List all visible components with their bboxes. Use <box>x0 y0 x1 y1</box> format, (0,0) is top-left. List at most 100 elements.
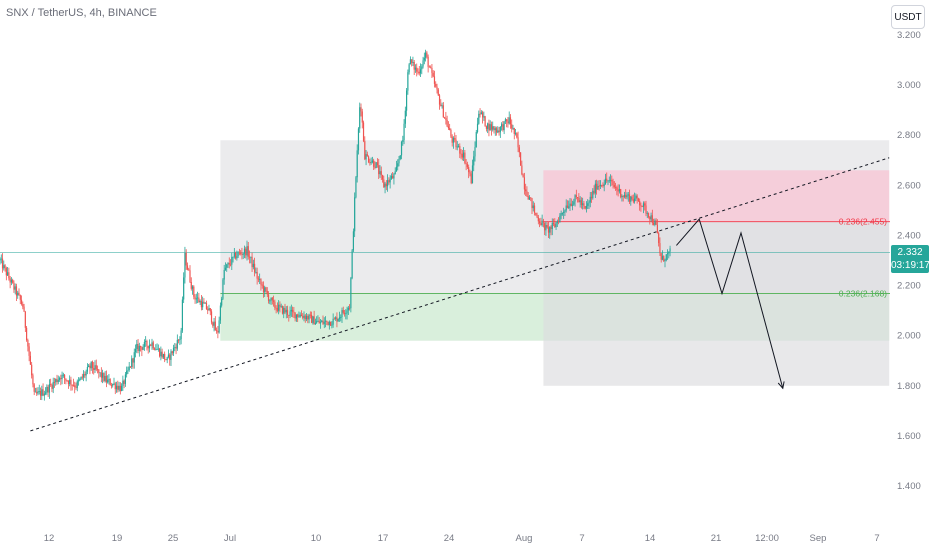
candle-body <box>251 256 253 268</box>
candle-body <box>226 264 228 268</box>
drawing-zones <box>220 140 890 386</box>
candle-body <box>64 374 66 379</box>
candle-body <box>261 284 263 286</box>
candle-body <box>136 343 138 349</box>
candle-body <box>608 180 610 182</box>
candle-body <box>20 299 23 304</box>
candle-body <box>0 259 1 261</box>
candle-body <box>165 359 167 361</box>
candle-body <box>160 351 162 357</box>
candle-body <box>295 314 297 319</box>
candle-body <box>622 196 624 197</box>
candle-body <box>582 203 584 206</box>
candle-body <box>531 198 533 209</box>
candle-body <box>242 253 244 255</box>
candle-body <box>394 171 396 175</box>
candle-body <box>507 121 509 124</box>
candle-body <box>164 353 166 360</box>
candle-body <box>542 220 544 223</box>
candle-body <box>166 357 168 360</box>
candle-body <box>375 162 377 168</box>
currency-button[interactable]: USDT <box>891 5 925 29</box>
candle-body <box>7 272 9 276</box>
candle-body <box>321 320 323 323</box>
candle-body <box>217 330 219 333</box>
candle-body <box>511 124 513 129</box>
candle-body <box>293 311 295 313</box>
candle-body <box>227 262 229 265</box>
candle-body <box>51 384 53 389</box>
candle-body <box>280 305 282 307</box>
candle-body <box>431 67 433 73</box>
candle-body <box>254 263 256 273</box>
candle-body <box>473 156 475 166</box>
candle-body <box>666 253 669 255</box>
candle-body <box>147 345 149 349</box>
candle-body <box>617 189 619 192</box>
candle-body <box>615 187 617 188</box>
candle-body <box>34 391 37 393</box>
candle-body <box>533 205 536 213</box>
candle-body <box>159 348 161 357</box>
candle-body <box>360 107 362 112</box>
candle-body <box>454 138 456 140</box>
fib-level-label: 0.236(2.455) <box>839 217 887 227</box>
candle-body <box>132 358 134 363</box>
candle-body <box>29 355 31 365</box>
candle-body <box>85 371 87 376</box>
candle-body <box>459 146 461 154</box>
candle-body <box>560 213 562 216</box>
candle-body <box>466 164 468 168</box>
candle-body <box>12 279 14 283</box>
candle-body <box>228 262 230 265</box>
candle-body <box>583 203 585 207</box>
candle-body <box>109 379 111 386</box>
candle-body <box>81 376 83 378</box>
candle-body <box>393 174 395 179</box>
candle-body <box>209 308 211 312</box>
candle-body <box>79 379 81 381</box>
candle-body <box>9 278 11 283</box>
candle-body <box>300 314 303 317</box>
time-tick-label: 17 <box>378 533 389 544</box>
candle-body <box>172 347 175 354</box>
candle-body <box>495 128 498 133</box>
candle-body <box>204 302 206 304</box>
candle-body <box>324 320 327 322</box>
candle-body <box>422 60 424 67</box>
candle-body <box>250 256 252 258</box>
candle-body <box>52 381 54 389</box>
candle-body <box>475 132 477 148</box>
price-tick-label: 1.600 <box>897 431 921 442</box>
candle-body <box>408 64 410 73</box>
candle-body <box>307 316 309 320</box>
candle-body <box>3 265 5 269</box>
candle-body <box>70 379 72 385</box>
candle-body <box>210 311 213 323</box>
candle-body <box>273 300 275 302</box>
candle-body <box>218 320 220 333</box>
candle-body <box>338 317 341 319</box>
candle-body <box>518 147 520 153</box>
fib-levels: 0.236(2.455) 0.236(2.168) <box>0 217 890 299</box>
candle-body <box>32 375 34 385</box>
candle-body <box>456 146 458 148</box>
candle-body <box>383 179 385 188</box>
time-tick-label: 25 <box>168 533 179 544</box>
candle-body <box>484 116 486 127</box>
candle-body <box>145 341 147 342</box>
candle-body <box>563 211 565 213</box>
candle-body <box>663 256 665 262</box>
candle-body <box>482 112 484 118</box>
candle-body <box>565 205 567 211</box>
candle-body <box>152 342 154 349</box>
candle-body <box>283 308 285 314</box>
candle-body <box>171 351 173 354</box>
candle-body <box>446 119 448 127</box>
candle-body <box>126 370 128 375</box>
candle-body <box>589 196 591 203</box>
price-tick-label: 2.000 <box>897 331 921 342</box>
candle-body <box>369 161 371 164</box>
candle-body <box>104 375 106 381</box>
